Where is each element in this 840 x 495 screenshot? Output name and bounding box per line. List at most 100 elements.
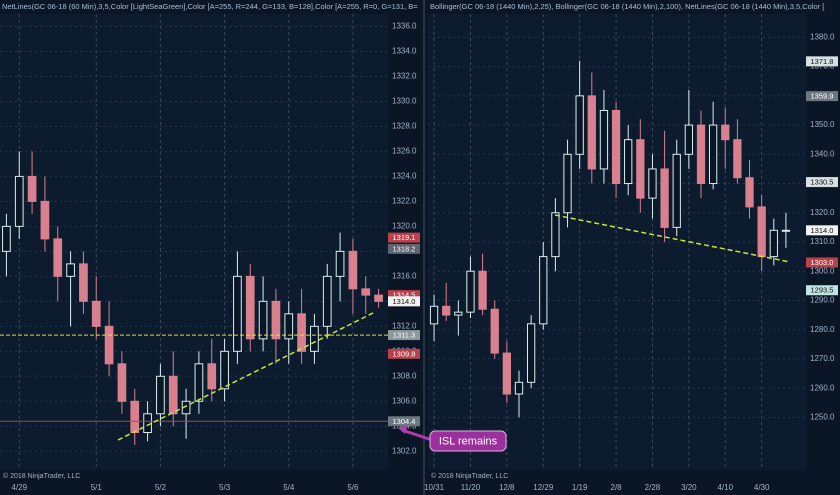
y-tick-label: 1250.0: [810, 412, 835, 421]
candle-body: [648, 168, 657, 199]
x-tick-label: 1/19: [572, 483, 588, 492]
price-label: 1371.8: [811, 57, 834, 66]
candle-body: [539, 256, 548, 325]
candle-body: [297, 313, 306, 352]
candle-body: [130, 400, 140, 434]
candle-body: [79, 263, 88, 302]
y-tick-label: 1334.0: [392, 47, 417, 56]
candle-body: [611, 109, 621, 185]
y-tick-label: 1290.0: [810, 296, 835, 305]
price-label-box: [806, 56, 838, 67]
candle-body: [220, 350, 229, 390]
candle-body: [514, 381, 524, 395]
y-tick-label: 1330.0: [392, 97, 417, 106]
x-tick-label: 4/29: [11, 483, 27, 492]
candle-body: [233, 275, 242, 352]
y-tick-label: 1320.0: [810, 208, 835, 217]
y-tick-label: 1312.0: [392, 321, 417, 330]
candle-body: [53, 238, 63, 277]
candle-body: [117, 363, 127, 402]
candle-body: [181, 400, 191, 415]
x-tick-label: 11/20: [461, 483, 481, 492]
x-tick-label: 2/28: [645, 483, 661, 492]
x-tick-label: 5/3: [219, 483, 231, 492]
candle-body: [551, 212, 560, 258]
price-label-box: [388, 296, 420, 307]
y-tick-label: 1310.0: [810, 237, 835, 246]
candle-body: [684, 124, 694, 155]
candle-body: [310, 325, 319, 352]
x-tick-label: 12/29: [533, 483, 554, 492]
x-tick-label: 5/6: [347, 483, 359, 492]
price-label: 1318.2: [393, 244, 416, 253]
candle-body: [284, 313, 294, 340]
candle-body: [733, 139, 742, 179]
x-tick-label: 12/8: [499, 483, 515, 492]
price-label-box: [388, 330, 420, 341]
y-tick-label: 1302.0: [392, 446, 417, 455]
y-tick-label: 1336.0: [392, 22, 417, 31]
y-tick-label: 1326.0: [392, 147, 417, 156]
x-tick-label: 10/31: [424, 483, 445, 492]
annotation-box: [429, 430, 507, 452]
chart-left: NetLines(GC 06-18 (60 Min),3,5,Color [Li…: [0, 2, 420, 492]
candle-body: [361, 288, 371, 296]
candle-body: [14, 175, 24, 227]
candle-body: [781, 229, 791, 232]
price-label: 1303.0: [811, 258, 834, 267]
annotation-arrowhead: [398, 425, 408, 434]
y-tick-label: 1300.0: [810, 266, 835, 275]
candle-body: [104, 325, 114, 365]
candle-body: [91, 300, 101, 327]
candle-body: [708, 124, 718, 185]
candle-body: [454, 311, 463, 316]
candle-body: [587, 95, 596, 170]
price-label-box: [388, 416, 420, 427]
candle-body: [156, 375, 165, 415]
y-tick-label: 1260.0: [810, 383, 835, 392]
price-label-box: [388, 243, 420, 254]
chart-right: Bollinger(GC 06-18 (1440 Min),2,25), Bol…: [424, 2, 838, 492]
y-tick-label: 1320.0: [392, 221, 417, 230]
candle-body: [335, 250, 345, 277]
price-labels: 1371.8 1359.9 1330.5 1314.0 1303.0 1293.5: [806, 56, 838, 296]
y-tick-label: 1350.0: [810, 120, 835, 129]
candle-body: [194, 363, 204, 402]
candle-body: [526, 323, 536, 383]
y-tick-label: 1308.0: [392, 371, 417, 380]
x-tick-label: 4/30: [754, 483, 770, 492]
price-label: 1314.0: [811, 226, 834, 235]
annotation-text: ISL remains: [439, 435, 498, 447]
price-label: 1293.5: [811, 286, 834, 295]
plot-area: [0, 14, 388, 470]
price-label: 1314.5: [393, 291, 416, 300]
chart-title: Bollinger(GC 06-18 (1440 Min),2,25), Bol…: [430, 2, 825, 11]
candle-body: [271, 300, 281, 340]
price-label-box: [388, 232, 420, 243]
price-label: 1314.0: [393, 297, 416, 306]
candle-body: [721, 124, 730, 141]
candle-body: [636, 139, 645, 199]
y-tick-label: 1324.0: [392, 172, 417, 181]
x-tick-label: 2/8: [611, 483, 623, 492]
price-label-box: [806, 177, 838, 188]
price-label-box: [388, 290, 420, 301]
x-tick-label: 5/4: [283, 483, 295, 492]
candle-body: [672, 153, 681, 228]
candle-body: [2, 225, 11, 252]
x-tick-label: 3/20: [681, 483, 697, 492]
price-label: 1330.5: [811, 178, 834, 187]
candle-body: [490, 308, 499, 354]
credit: © 2018 NinjaTrader, LLC: [3, 472, 80, 480]
x-tick-label: 5/2: [155, 483, 167, 492]
y-tick-label: 1380.0: [810, 32, 835, 41]
price-label-box: [806, 257, 838, 268]
price-label: 1309.8: [393, 349, 416, 358]
annotation: ISL remains: [398, 425, 507, 452]
y-tick-label: 1328.0: [392, 122, 417, 131]
credit: © 2018 NinjaTrader, LLC: [431, 472, 508, 480]
candle-body: [348, 250, 358, 290]
candle-body: [168, 375, 178, 415]
